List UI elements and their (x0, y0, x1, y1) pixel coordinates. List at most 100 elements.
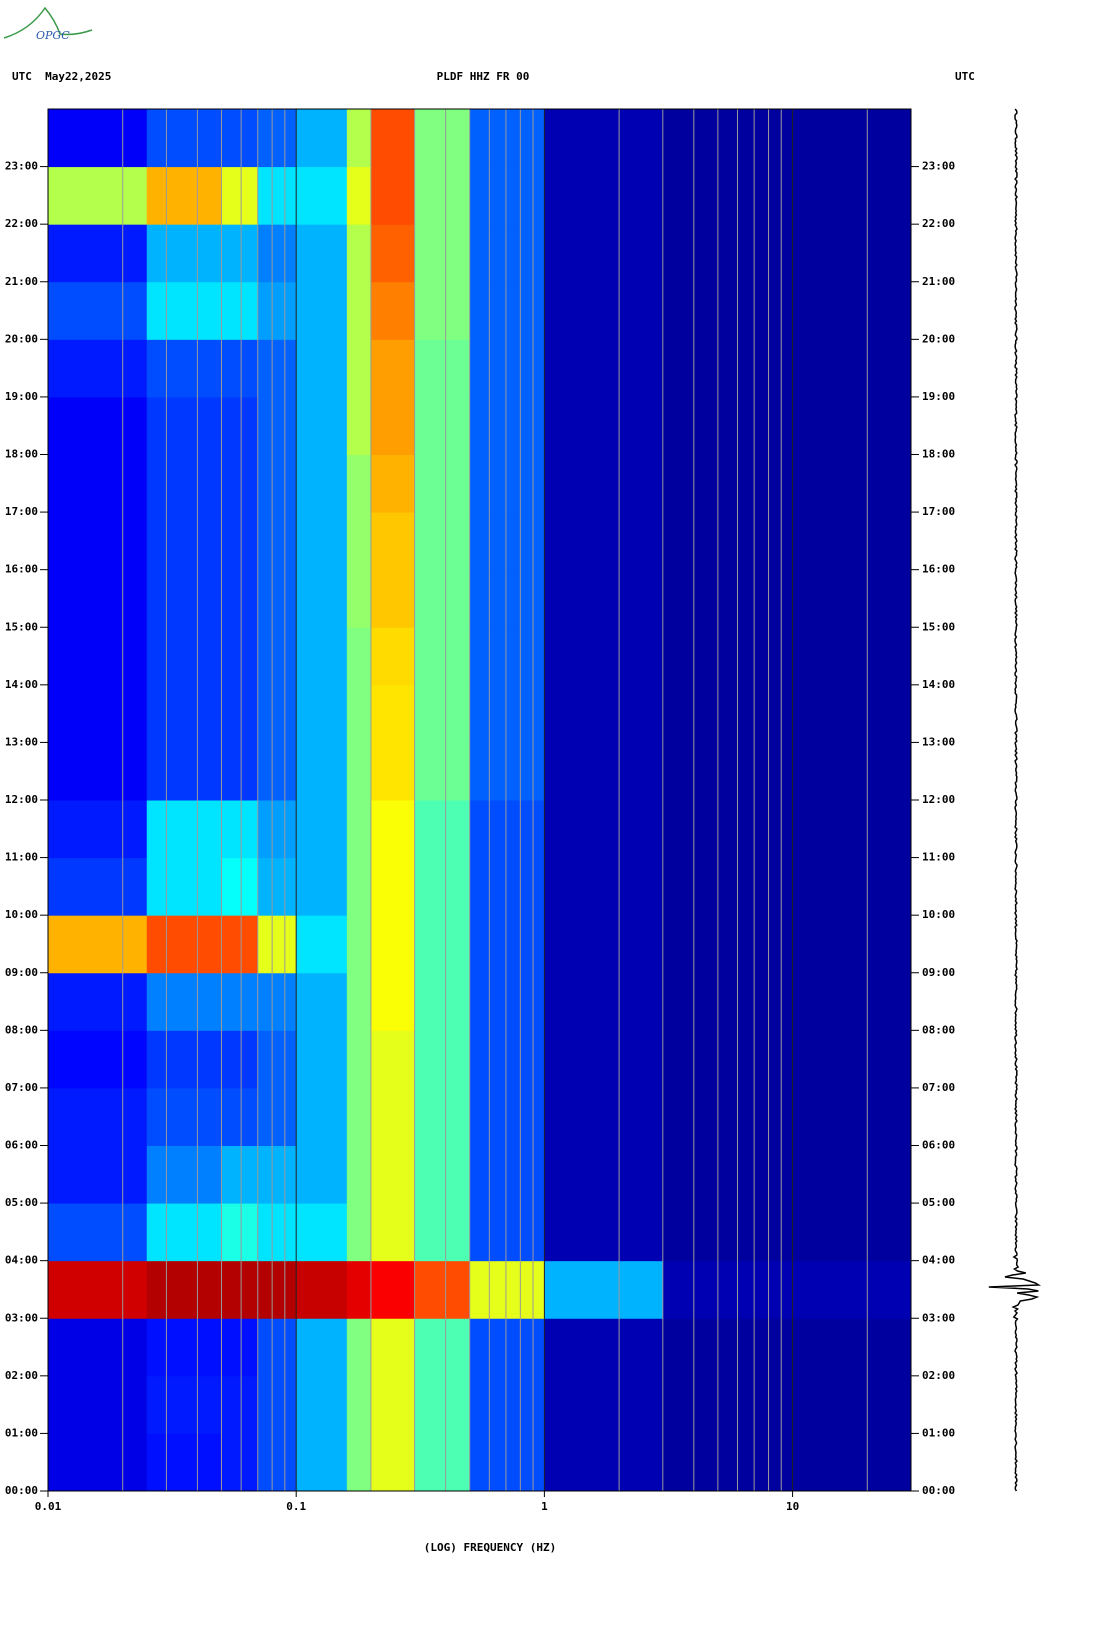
cell (221, 1318, 259, 1377)
cell (296, 857, 348, 916)
cell (370, 166, 416, 225)
cell (414, 339, 471, 398)
cell (221, 454, 259, 513)
cell (48, 1030, 148, 1089)
y-tick-label-left: 17:00 (5, 505, 38, 518)
cell (544, 1203, 664, 1262)
cell (221, 742, 259, 801)
cell (296, 569, 348, 628)
cell (221, 1145, 259, 1204)
cell (469, 166, 545, 225)
cell (221, 1433, 259, 1492)
cell (146, 339, 222, 398)
cell (48, 512, 148, 571)
cell (370, 1375, 416, 1434)
header-center: PLDF HHZ FR 00 (437, 70, 530, 83)
cell (544, 109, 664, 168)
cell (662, 224, 912, 283)
cell (370, 915, 416, 974)
cell (146, 1433, 222, 1492)
y-tick-label-right: 23:00 (922, 160, 955, 173)
cell (414, 454, 471, 513)
cell (257, 627, 297, 686)
cell (257, 1145, 297, 1204)
y-tick-label-left: 08:00 (5, 1023, 38, 1036)
cell (296, 281, 348, 340)
cell (662, 915, 912, 974)
y-tick-label-right: 01:00 (922, 1426, 955, 1439)
y-tick-label-right: 08:00 (922, 1023, 955, 1036)
cell (414, 1203, 471, 1262)
cell (414, 1030, 471, 1089)
cell (414, 915, 471, 974)
header-left: UTC May22,2025 (12, 70, 111, 83)
y-tick-label-right: 12:00 (922, 793, 955, 806)
cell (146, 800, 222, 859)
cell (346, 569, 372, 628)
cell (662, 281, 912, 340)
y-tick-label-left: 21:00 (5, 275, 38, 288)
cell (414, 1087, 471, 1146)
cell (544, 857, 664, 916)
cell (221, 396, 259, 455)
cell (544, 627, 664, 686)
cell (469, 742, 545, 801)
y-tick-label-right: 03:00 (922, 1311, 955, 1324)
cell (414, 224, 471, 283)
cell (662, 684, 912, 743)
cell (221, 1375, 259, 1434)
cell (146, 224, 222, 283)
cell (48, 224, 148, 283)
y-tick-label-left: 02:00 (5, 1369, 38, 1382)
cell (370, 1318, 416, 1377)
cell (662, 512, 912, 571)
logo-mark (3, 6, 93, 39)
cell (296, 1030, 348, 1089)
cell (257, 454, 297, 513)
cell (221, 569, 259, 628)
y-tick-label-left: 07:00 (5, 1081, 38, 1094)
cell (346, 166, 372, 225)
cell (221, 281, 259, 340)
cell (662, 396, 912, 455)
cell (544, 1318, 664, 1377)
cell (662, 109, 912, 168)
cell (414, 627, 471, 686)
cell (346, 1030, 372, 1089)
cell (414, 684, 471, 743)
cell (146, 1087, 222, 1146)
cell (48, 166, 148, 225)
cell (296, 684, 348, 743)
cell (544, 1145, 664, 1204)
cell (296, 109, 348, 168)
y-tick-label-left: 09:00 (5, 966, 38, 979)
cell (221, 915, 259, 974)
cell (346, 1260, 372, 1319)
cell (662, 1433, 912, 1492)
cell (346, 1318, 372, 1377)
cell (257, 109, 297, 168)
cell (48, 569, 148, 628)
y-tick-label-left: 10:00 (5, 908, 38, 921)
y-tick-label-left: 19:00 (5, 390, 38, 403)
y-tick-label-left: 15:00 (5, 620, 38, 633)
cell (146, 1203, 222, 1262)
y-tick-label-right: 00:00 (922, 1484, 955, 1497)
cell (414, 1260, 471, 1319)
cell (146, 1030, 222, 1089)
cell (544, 224, 664, 283)
cell (146, 684, 222, 743)
cell (346, 742, 372, 801)
cell (469, 1087, 545, 1146)
cell (146, 742, 222, 801)
cell (662, 1203, 912, 1262)
cell (469, 454, 545, 513)
cell (48, 109, 148, 168)
cell (296, 454, 348, 513)
cell (146, 281, 222, 340)
cell (662, 1030, 912, 1089)
y-tick-label-right: 14:00 (922, 678, 955, 691)
cell (346, 915, 372, 974)
y-tick-label-left: 06:00 (5, 1139, 38, 1152)
cell (469, 1203, 545, 1262)
